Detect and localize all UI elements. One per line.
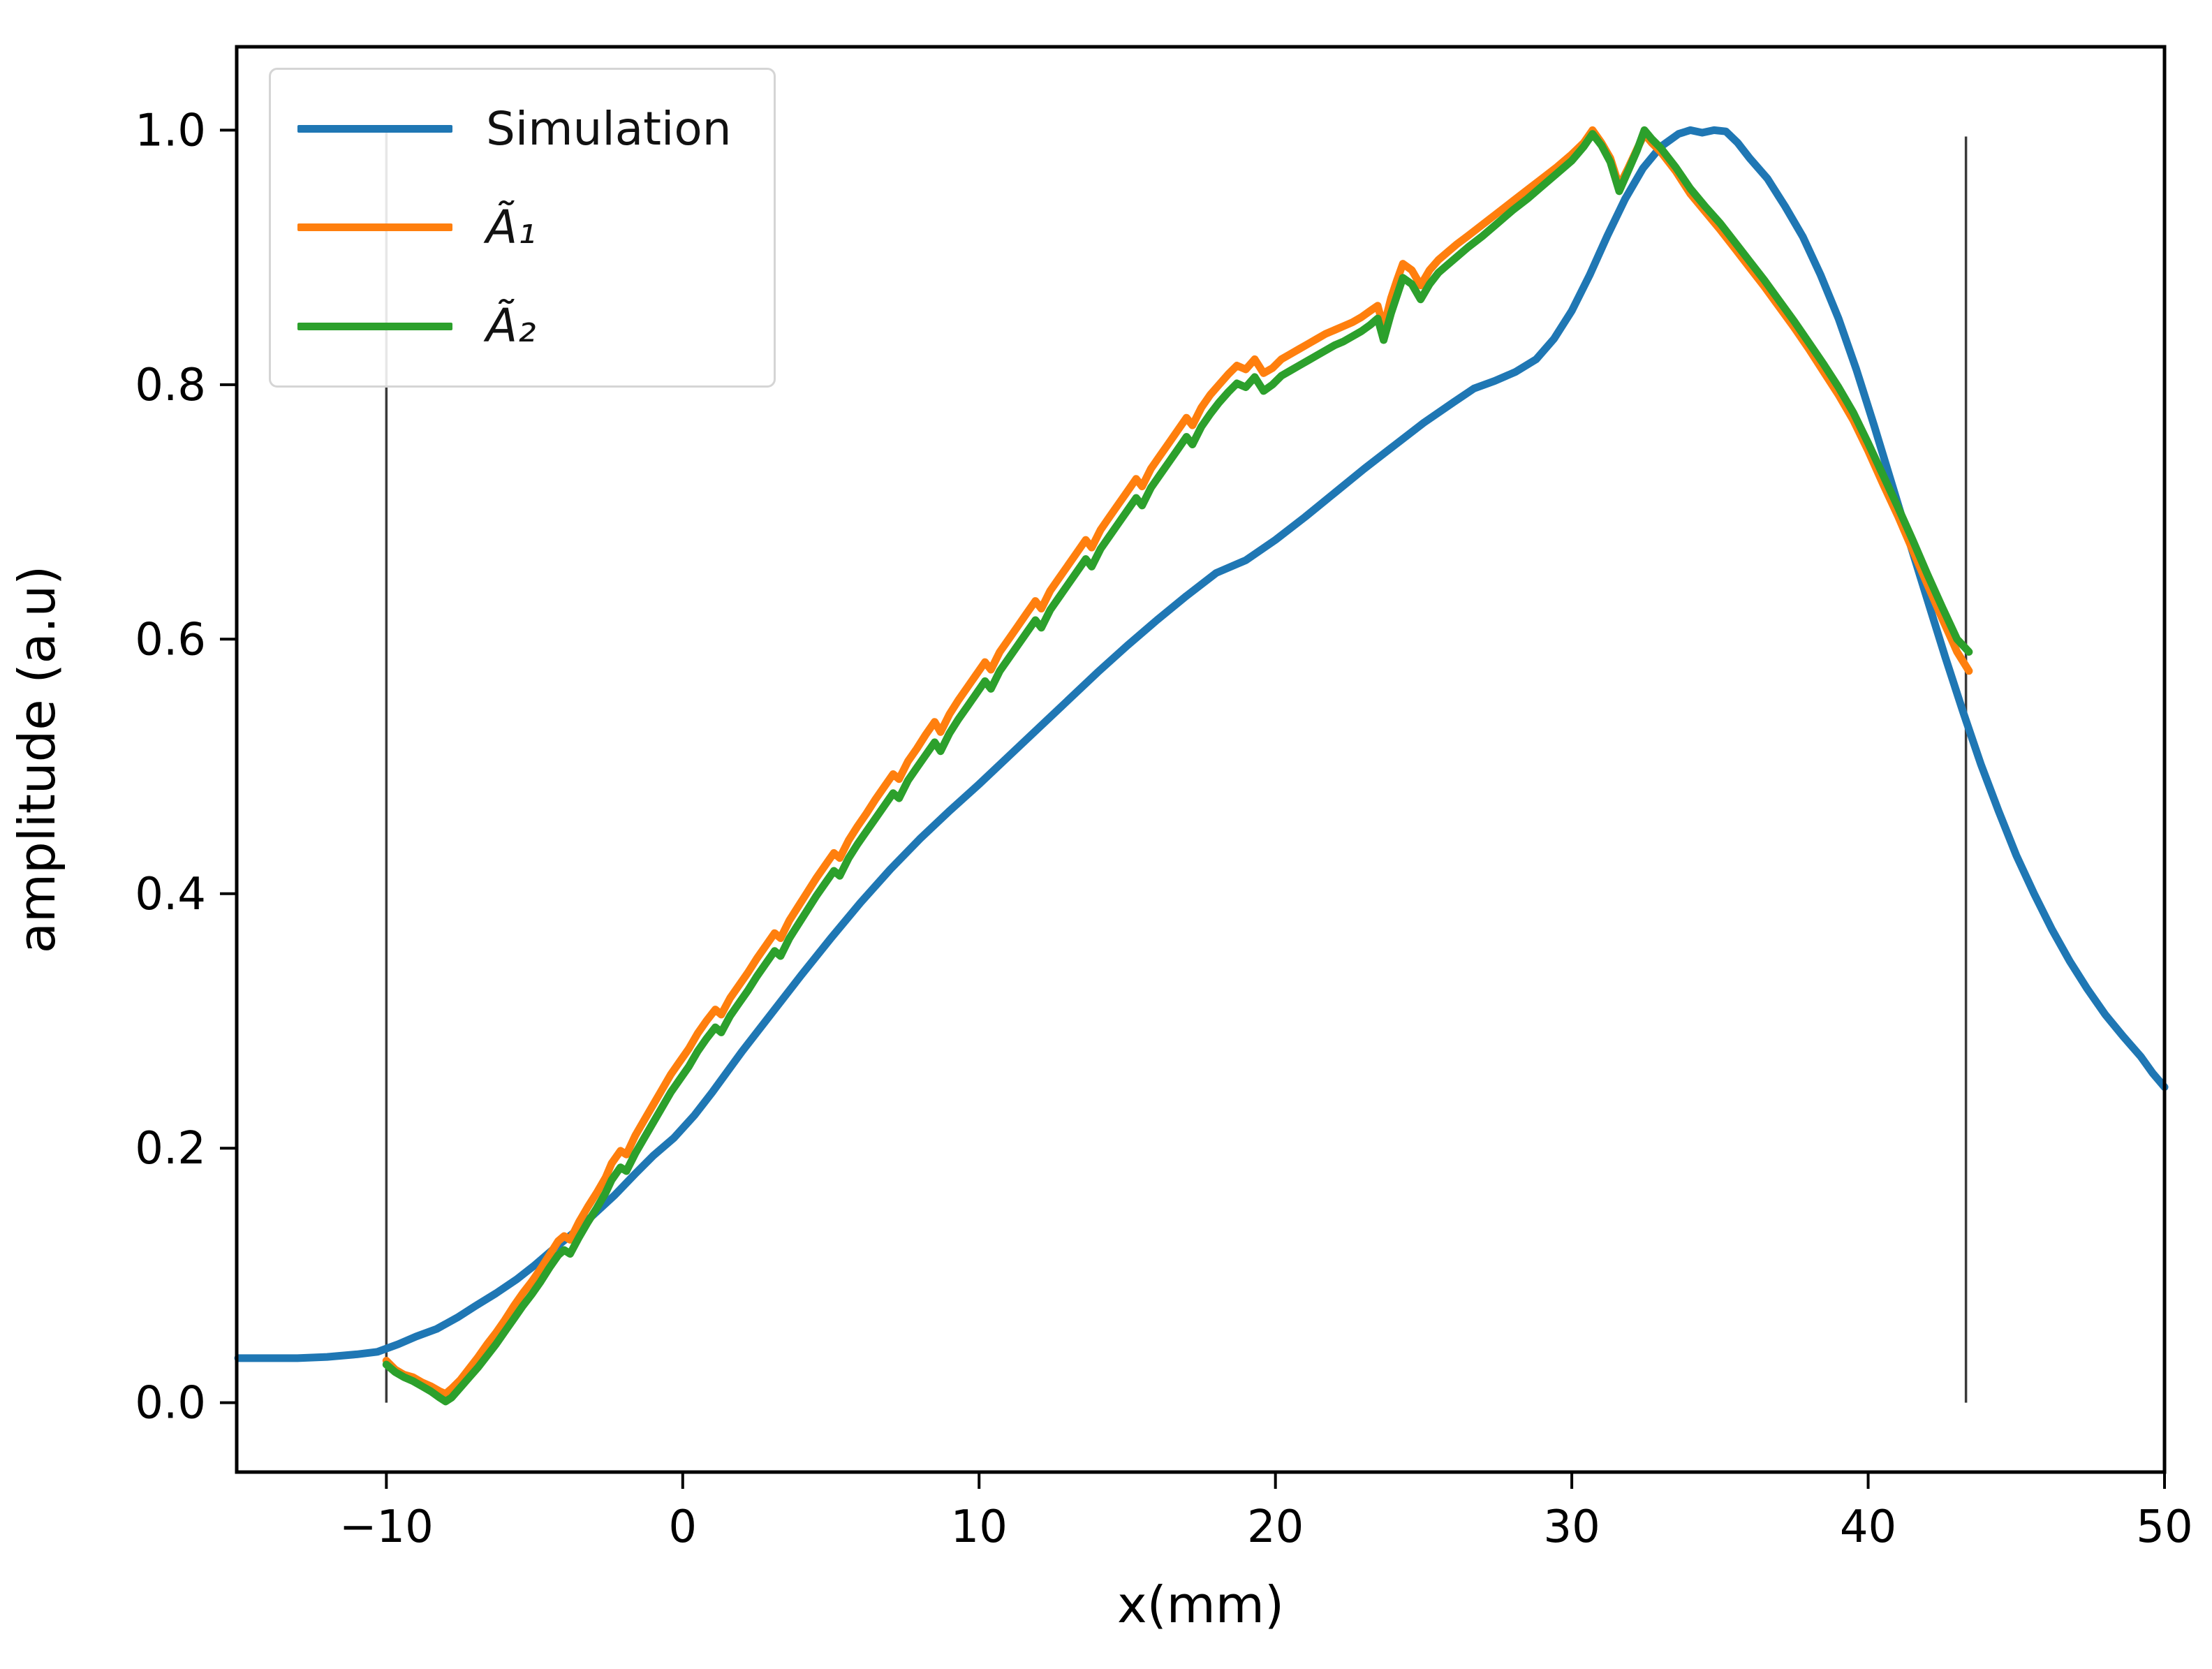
legend-item-a1: Ã₁ <box>297 179 774 277</box>
legend-swatch-a1 <box>297 223 452 232</box>
legend-swatch-a2 <box>297 322 452 330</box>
x-axis-label: x(mm) <box>1117 1575 1284 1634</box>
x-tick-label-0: −10 <box>339 1501 434 1553</box>
series-line-2 <box>382 126 1973 1406</box>
legend-item-simulation: Simulation <box>297 80 774 178</box>
x-tick-label-6: 50 <box>2136 1501 2192 1553</box>
x-tick-label-1: 0 <box>668 1501 697 1553</box>
legend-swatch-simulation <box>297 125 452 133</box>
legend-label-simulation: Simulation <box>486 101 732 156</box>
axes-spines <box>235 45 2167 1474</box>
y-tick-label-4: 0.8 <box>135 360 206 411</box>
y-tick-label-0: 0.0 <box>135 1378 206 1429</box>
x-tick-label-3: 20 <box>1247 1501 1304 1553</box>
y-tick-label-2: 0.4 <box>135 869 206 920</box>
y-tick-label-1: 0.2 <box>135 1123 206 1175</box>
y-tick-label-5: 1.0 <box>135 105 206 156</box>
x-tick-label-4: 30 <box>1543 1501 1600 1553</box>
x-tick-label-5: 40 <box>1840 1501 1896 1553</box>
legend-item-a2: Ã₂ <box>297 277 774 375</box>
x-tick-label-2: 10 <box>951 1501 1008 1553</box>
legend-label-a2: Ã₂ <box>486 299 536 353</box>
legend: Simulation Ã₁ Ã₂ <box>269 68 776 388</box>
y-tick-label-3: 0.6 <box>135 614 206 666</box>
legend-label-a1: Ã₁ <box>486 200 536 254</box>
y-axis-label: amplitude (a.u) <box>8 566 66 954</box>
